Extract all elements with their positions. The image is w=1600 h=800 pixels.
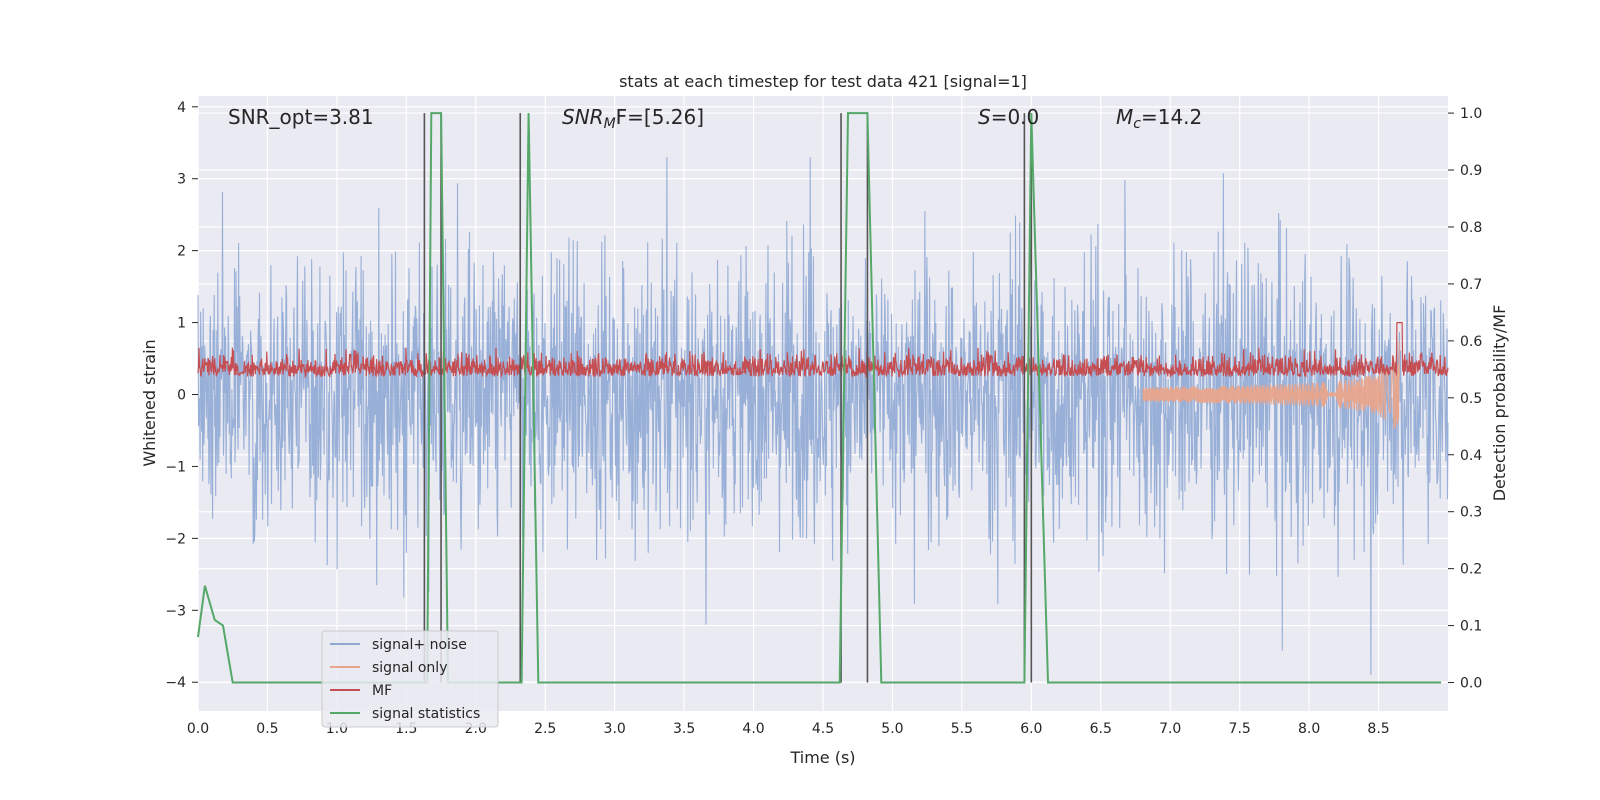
y-tick-label: −2: [165, 531, 186, 547]
y2-tick-label: 0.7: [1460, 277, 1482, 293]
annotation-snr-mf-rest: F=[5.26]: [616, 105, 704, 129]
x-tick-label: 8.5: [1367, 721, 1389, 737]
x-tick-label: 7.5: [1229, 721, 1251, 737]
annotation-s-symbol: S: [978, 105, 991, 129]
x-tick-label: 0.5: [256, 721, 278, 737]
x-tick-label: 8.0: [1298, 721, 1320, 737]
legend-label-signal-statistics: signal statistics: [372, 706, 480, 722]
y2-tick-label: 0.0: [1460, 676, 1482, 692]
signal-only-line: [1142, 340, 1400, 429]
signal-statistics-line: [197, 112, 1442, 684]
y2-tick-label: 0.8: [1460, 220, 1482, 236]
annotation-mc-rest: =14.2: [1141, 105, 1202, 129]
y2-tick-label: 0.1: [1460, 619, 1482, 635]
x-tick-label: 7.0: [1159, 721, 1181, 737]
signal-noise-line: [197, 157, 1449, 676]
legend-label-mf: MF: [372, 683, 392, 699]
y-tick-label: −3: [165, 603, 186, 619]
x-tick-label: 3.5: [673, 721, 695, 737]
x-tick-label: 6.5: [1090, 721, 1112, 737]
y-tick-label: 4: [177, 100, 186, 116]
annotation-snr-mf-symbol: SNR: [562, 105, 604, 129]
series-mf: [197, 322, 1449, 379]
grid: [197, 96, 1448, 711]
y-axis-label: Whitened strain: [140, 339, 159, 466]
y2-tick-label: 0.5: [1460, 391, 1482, 407]
y-tick-label: 0: [177, 388, 186, 404]
annotation-mc: Mc=14.2: [1116, 105, 1202, 132]
annotation-s: S=0.0: [978, 105, 1039, 129]
mf-line: [197, 322, 1449, 379]
y2-tick-label: 0.2: [1460, 562, 1482, 578]
legend-label-signal-noise: signal+ noise: [372, 637, 467, 653]
series-signal-noise: [197, 157, 1449, 676]
annotation-snr-mf: SNRMF=[5.26]: [562, 105, 704, 132]
y-tick-label: 2: [177, 244, 186, 260]
y2-tick-label: 1.0: [1460, 106, 1482, 122]
y2-tick-label: 0.3: [1460, 505, 1482, 521]
vertical-markers: [423, 113, 1033, 683]
x-tick-label: 0.0: [187, 721, 209, 737]
x-tick-label: 4.5: [812, 721, 834, 737]
x-tick-label: 5.5: [951, 721, 973, 737]
legend-label-signal-only: signal only: [372, 660, 447, 676]
y-tick-label: −4: [165, 675, 186, 691]
series-signal-only: [1142, 340, 1400, 429]
annotation-snr-opt: SNR_opt=3.81: [228, 105, 374, 129]
annotation-mc-symbol: M: [1116, 105, 1133, 129]
series-signal-statistics: [197, 112, 1442, 684]
y2-tick-labels: 1.0 0.9 0.8 0.7 0.6 0.5 0.4 0.3 0.2 0.1 0.0: [1448, 106, 1482, 692]
y-tick-labels: 4 3 2 1 0 −1 −2 −3 −4: [165, 100, 198, 691]
x-axis-label: Time (s): [789, 748, 855, 767]
y-tick-label: 3: [177, 172, 186, 188]
y-tick-label: 1: [177, 316, 186, 332]
x-tick-label: 5.0: [881, 721, 903, 737]
chart-title: stats at each timestep for test data 421…: [619, 72, 1027, 91]
x-tick-label: 2.5: [534, 721, 556, 737]
x-tick-label: 6.0: [1020, 721, 1042, 737]
annotation-snr-mf-sub: M: [604, 116, 616, 132]
legend: signal+ noise signal only MF signal stat…: [321, 630, 499, 728]
legend-box: [321, 630, 499, 728]
y2-tick-label: 0.6: [1460, 334, 1482, 350]
x-tick-label: 3.0: [604, 721, 626, 737]
y2-axis-label: Detection probability/MF: [1490, 305, 1509, 502]
annotation-mc-sub: c: [1133, 116, 1141, 132]
y2-tick-label: 0.4: [1460, 448, 1482, 464]
y2-tick-label: 0.9: [1460, 163, 1482, 179]
x-tick-label: 4.0: [742, 721, 764, 737]
y-tick-label: −1: [165, 459, 186, 475]
annotation-s-rest: =0.0: [991, 105, 1040, 129]
